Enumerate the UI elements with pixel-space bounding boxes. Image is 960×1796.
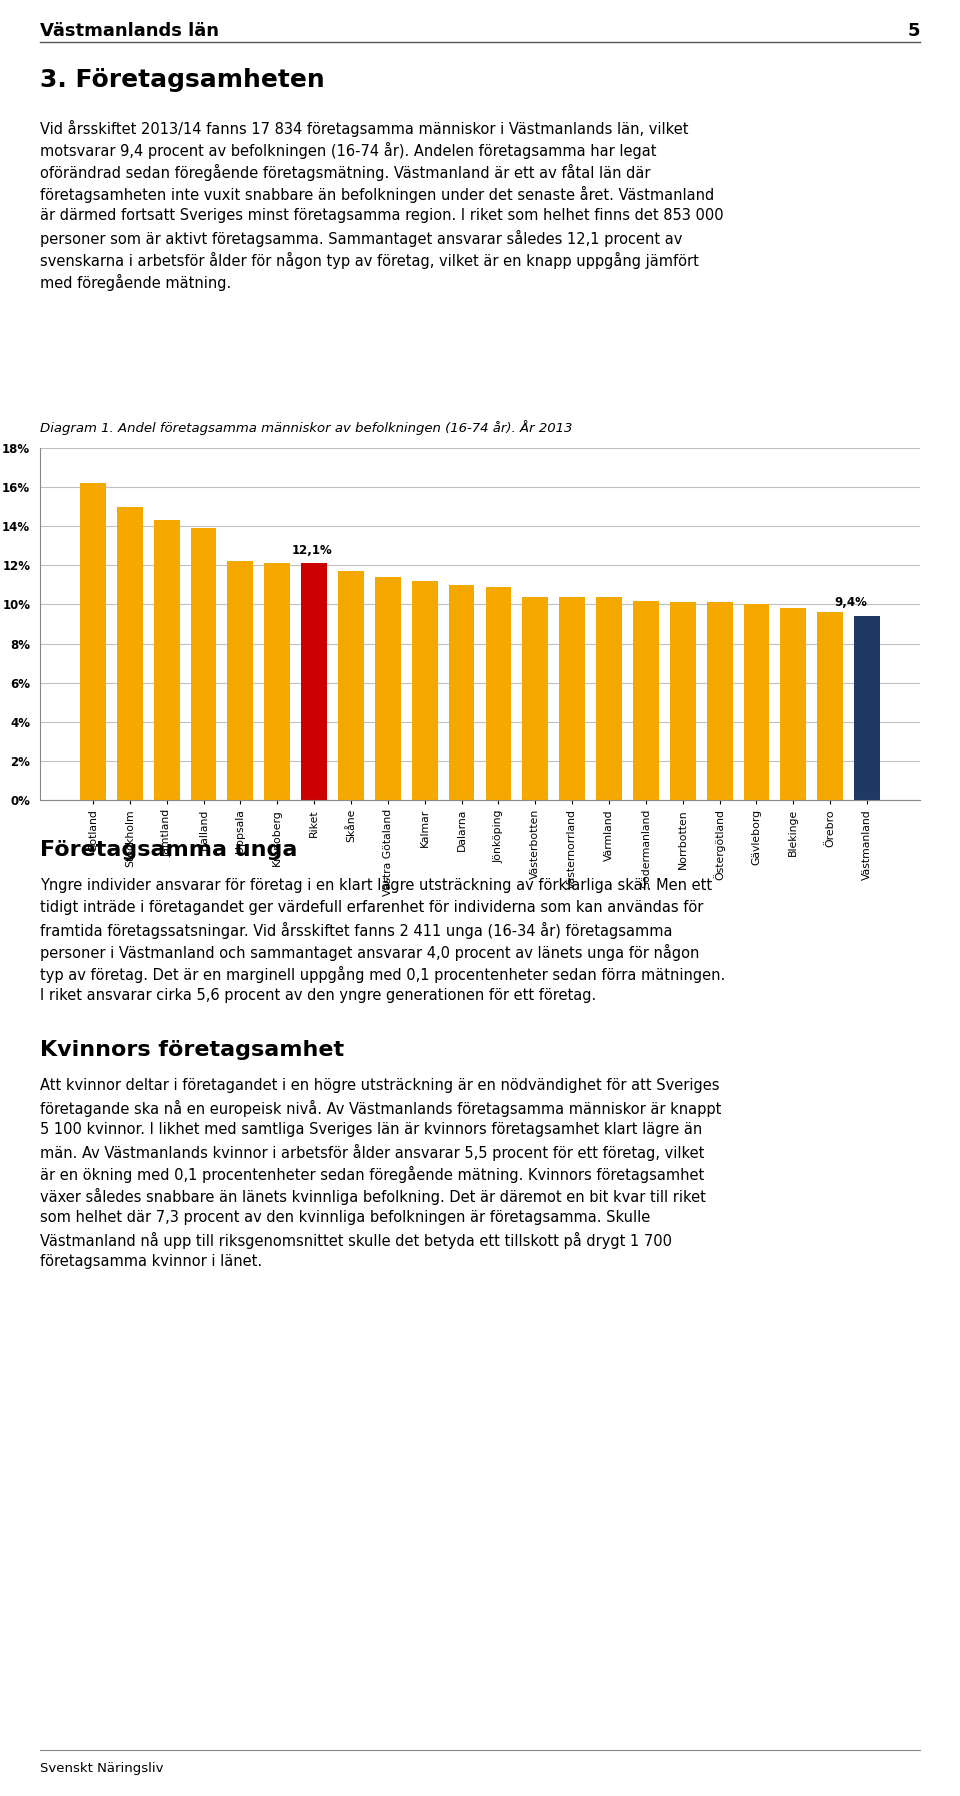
Text: är därmed fortsatt Sveriges minst företagsamma region. I riket som helhet finns : är därmed fortsatt Sveriges minst företa… bbox=[40, 208, 724, 223]
Text: 12,1%: 12,1% bbox=[292, 544, 332, 557]
Text: 5 100 kvinnor. I likhet med samtliga Sveriges län är kvinnors företagsamhet klar: 5 100 kvinnor. I likhet med samtliga Sve… bbox=[40, 1122, 703, 1137]
Text: Kvinnors företagsamhet: Kvinnors företagsamhet bbox=[40, 1040, 344, 1060]
Text: företagande ska nå en europeisk nivå. Av Västmanlands företagsamma människor är : företagande ska nå en europeisk nivå. Av… bbox=[40, 1099, 721, 1117]
Bar bbox=[780, 609, 806, 799]
Text: män. Av Västmanlands kvinnor i arbetsför ålder ansvarar 5,5 procent för ett före: män. Av Västmanlands kvinnor i arbetsför… bbox=[40, 1144, 705, 1160]
Text: tidigt inträde i företagandet ger värdefull erfarenhet för individerna som kan a: tidigt inträde i företagandet ger värdef… bbox=[40, 900, 704, 914]
Bar bbox=[522, 596, 548, 799]
Text: Svenskt Näringsliv: Svenskt Näringsliv bbox=[40, 1762, 163, 1774]
Text: som helhet där 7,3 procent av den kvinnliga befolkningen är företagsamma. Skulle: som helhet där 7,3 procent av den kvinnl… bbox=[40, 1211, 650, 1225]
Text: Vid årsskiftet 2013/14 fanns 17 834 företagsamma människor i Västmanlands län, v: Vid årsskiftet 2013/14 fanns 17 834 före… bbox=[40, 120, 688, 136]
Bar bbox=[228, 562, 253, 799]
Bar bbox=[670, 602, 696, 799]
Text: 5: 5 bbox=[907, 22, 920, 40]
Bar bbox=[338, 571, 364, 799]
Text: Västmanlands län: Västmanlands län bbox=[40, 22, 219, 40]
Text: Västmanland nå upp till riksgenomsnittet skulle det betyda ett tillskott på dryg: Västmanland nå upp till riksgenomsnittet… bbox=[40, 1232, 672, 1248]
Bar bbox=[117, 506, 143, 799]
Text: 3. Företagsamheten: 3. Företagsamheten bbox=[40, 68, 324, 92]
Text: med föregående mätning.: med föregående mätning. bbox=[40, 275, 231, 291]
Bar bbox=[633, 600, 659, 799]
Text: oförändrad sedan föregående företagsmätning. Västmanland är ett av fåtal län där: oförändrad sedan föregående företagsmätn… bbox=[40, 163, 651, 181]
Text: företagsamheten inte vuxit snabbare än befolkningen under det senaste året. Väst: företagsamheten inte vuxit snabbare än b… bbox=[40, 187, 714, 203]
Text: personer i Västmanland och sammantaget ansvarar 4,0 procent av länets unga för n: personer i Västmanland och sammantaget a… bbox=[40, 945, 700, 961]
Bar bbox=[375, 577, 400, 799]
Bar bbox=[448, 585, 474, 799]
Text: Företagsamma unga: Företagsamma unga bbox=[40, 841, 298, 860]
Text: Diagram 1. Andel företagsamma människor av befolkningen (16-74 år). År 2013: Diagram 1. Andel företagsamma människor … bbox=[40, 420, 572, 435]
Bar bbox=[486, 587, 512, 799]
Text: motsvarar 9,4 procent av befolkningen (16-74 år). Andelen företagsamma har legat: motsvarar 9,4 procent av befolkningen (1… bbox=[40, 142, 657, 160]
Bar bbox=[854, 616, 880, 799]
Text: Yngre individer ansvarar för företag i en klart lägre utsträckning av förklarlig: Yngre individer ansvarar för företag i e… bbox=[40, 878, 712, 893]
Bar bbox=[80, 483, 106, 799]
Text: framtida företagssatsningar. Vid årsskiftet fanns 2 411 unga (16-34 år) företags: framtida företagssatsningar. Vid årsskif… bbox=[40, 921, 673, 939]
Bar bbox=[191, 528, 216, 799]
Text: företagsamma kvinnor i länet.: företagsamma kvinnor i länet. bbox=[40, 1254, 262, 1270]
Bar bbox=[412, 580, 438, 799]
Bar bbox=[596, 596, 622, 799]
Bar bbox=[707, 602, 732, 799]
Bar bbox=[301, 564, 327, 799]
Text: typ av företag. Det är en marginell uppgång med 0,1 procentenheter sedan förra m: typ av företag. Det är en marginell uppg… bbox=[40, 966, 725, 982]
Text: 9,4%: 9,4% bbox=[834, 596, 867, 609]
Bar bbox=[560, 596, 585, 799]
Bar bbox=[264, 564, 290, 799]
Bar bbox=[744, 605, 769, 799]
Bar bbox=[154, 521, 180, 799]
Text: är en ökning med 0,1 procentenheter sedan föregående mätning. Kvinnors företagsa: är en ökning med 0,1 procentenheter seda… bbox=[40, 1166, 705, 1184]
Text: personer som är aktivt företagsamma. Sammantaget ansvarar således 12,1 procent a: personer som är aktivt företagsamma. Sam… bbox=[40, 230, 683, 248]
Text: svenskarna i arbetsför ålder för någon typ av företag, vilket är en knapp uppgån: svenskarna i arbetsför ålder för någon t… bbox=[40, 251, 699, 269]
Text: Att kvinnor deltar i företagandet i en högre utsträckning är en nödvändighet för: Att kvinnor deltar i företagandet i en h… bbox=[40, 1078, 719, 1094]
Text: växer således snabbare än länets kvinnliga befolkning. Det är däremot en bit kva: växer således snabbare än länets kvinnli… bbox=[40, 1187, 706, 1205]
Text: I riket ansvarar cirka 5,6 procent av den yngre generationen för ett företag.: I riket ansvarar cirka 5,6 procent av de… bbox=[40, 988, 596, 1002]
Bar bbox=[817, 612, 843, 799]
